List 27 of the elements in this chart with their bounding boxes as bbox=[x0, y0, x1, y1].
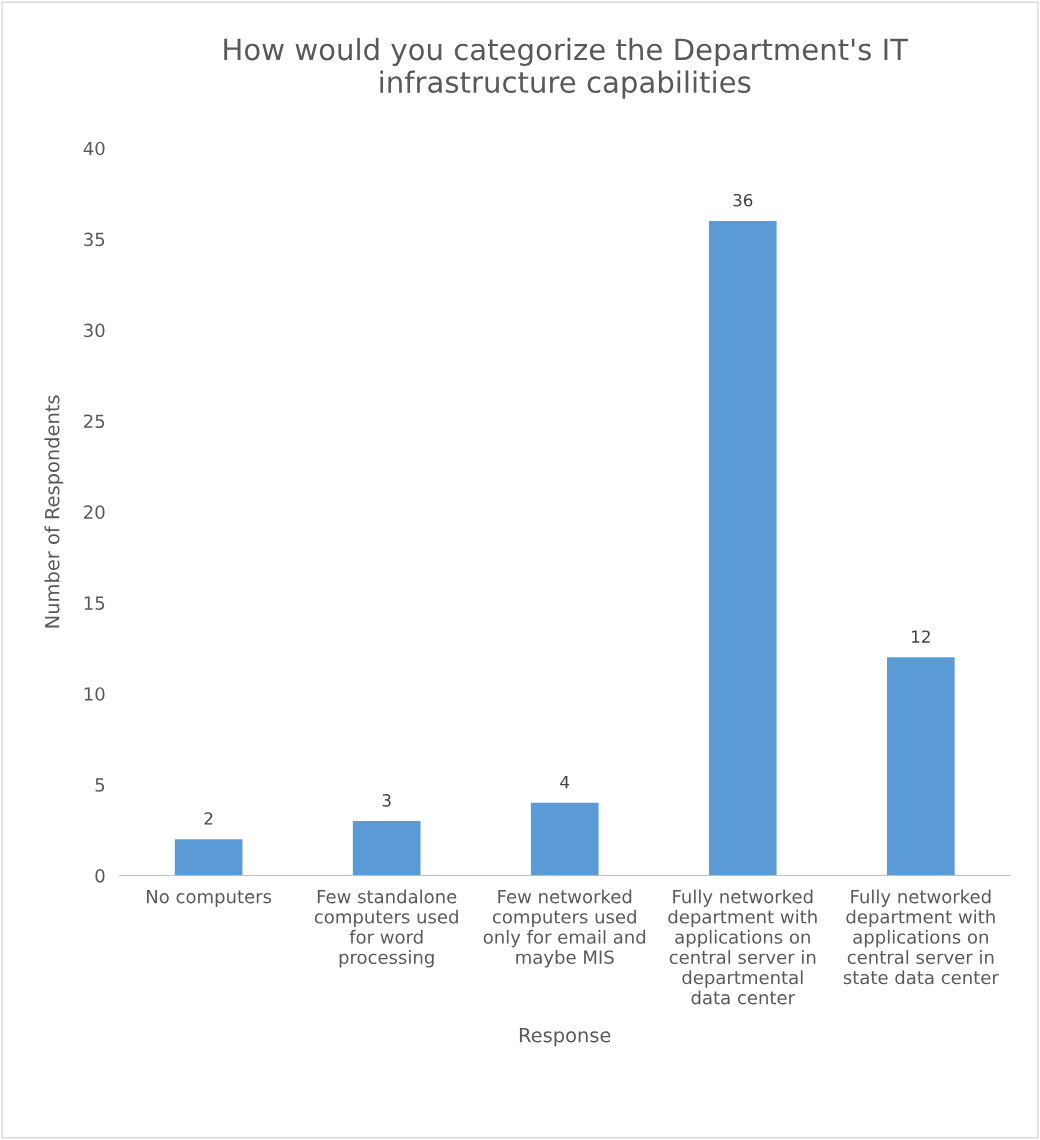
x-tick-label: Fully networked department with applications on central server in state data center bbox=[843, 889, 999, 985]
x-tick-label: Few networked computers used only for email and maybe MIS bbox=[483, 889, 646, 968]
y-tick-label: 40 bbox=[83, 141, 105, 156]
x-tick-label: Few standalone computers used for word processing bbox=[314, 889, 458, 968]
y-tick-label: 20 bbox=[84, 505, 105, 519]
y-tick-label: 15 bbox=[84, 596, 105, 610]
x-tick-label: Fully networked department with applications on central server in departmental data center bbox=[668, 889, 817, 1005]
y-tick-label: 0 bbox=[95, 868, 105, 883]
x-axis-title: Response bbox=[519, 1028, 611, 1047]
bar bbox=[708, 220, 777, 876]
y-tick-label: 25 bbox=[84, 414, 105, 429]
y-tick-label: 30 bbox=[84, 323, 105, 338]
y-tick-label: 5 bbox=[95, 778, 105, 792]
data-label: 4 bbox=[560, 776, 570, 789]
y-axis-title: Number of Respondents bbox=[44, 395, 64, 628]
data-label: 36 bbox=[733, 193, 753, 207]
x-tick-label: No computers bbox=[147, 889, 272, 907]
y-tick-label: 35 bbox=[84, 232, 105, 247]
bar bbox=[352, 820, 421, 876]
chart-title: How would you categorize the Department's IT infrastructure capabilities bbox=[224, 37, 909, 99]
bar bbox=[174, 839, 243, 876]
data-label: 3 bbox=[382, 794, 391, 807]
y-tick-label: 10 bbox=[84, 687, 105, 701]
bar bbox=[886, 657, 955, 876]
data-label: 12 bbox=[912, 630, 930, 643]
data-label: 2 bbox=[204, 812, 213, 825]
bar bbox=[530, 802, 599, 876]
